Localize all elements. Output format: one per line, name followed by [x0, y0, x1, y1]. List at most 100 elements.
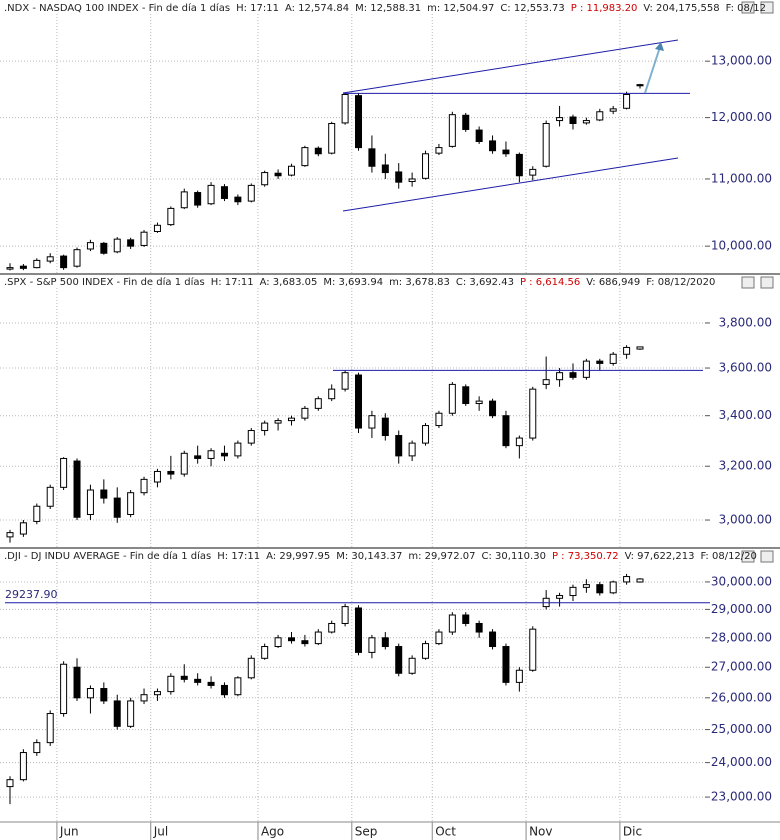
x-tick-label: Jun: [59, 825, 79, 839]
header-low: m: 29,972.07: [408, 551, 475, 562]
arrow-shaft: [644, 46, 661, 94]
candle-body: [261, 422, 269, 432]
candle-body: [6, 267, 14, 270]
candle-body: [368, 637, 376, 653]
arrow-head: [655, 42, 664, 51]
candle-body: [127, 492, 135, 515]
candle-body: [355, 607, 363, 653]
candle-body: [636, 84, 644, 87]
header-close: C: 30,110.30: [482, 551, 546, 562]
candle-body: [33, 259, 41, 269]
candle-body: [582, 584, 590, 588]
header-change: P : 11,983.20: [571, 3, 638, 14]
candle-body: [194, 455, 202, 459]
candle-body: [609, 353, 617, 364]
candle-body: [435, 412, 443, 427]
icon[interactable]: [741, 276, 755, 289]
header-volume: V: 97,622,213: [625, 551, 695, 562]
panel: .SPX - S&P 500 INDEX - Fin de día 1 días…: [0, 276, 772, 548]
x-tick-label: Dic: [623, 825, 642, 839]
panel-icons: [741, 1, 774, 563]
candle-body: [153, 224, 161, 232]
y-tick-label: 3,200.00: [719, 459, 772, 473]
candle-body: [515, 437, 523, 447]
candle-body: [381, 637, 389, 648]
candle-body: [60, 255, 68, 269]
x-tick-label: Sep: [355, 825, 378, 839]
header-close: C: 12,553.73: [500, 3, 564, 14]
channel-lower: [342, 157, 679, 212]
candle-body: [167, 207, 175, 226]
y-tick-label: 3,000.00: [719, 513, 772, 527]
candle-body: [515, 669, 523, 683]
header-open: A: 3,683.05: [260, 277, 318, 288]
header-volume: V: 204,175,558: [643, 3, 719, 14]
x-tick-label: Nov: [529, 825, 552, 839]
header-change: P : 6,614.56: [520, 277, 580, 288]
panel-header: .SPX - S&P 500 INDEX - Fin de día 1 días…: [4, 276, 715, 288]
candle-body: [489, 631, 497, 648]
candle-body: [502, 149, 510, 155]
candle-body: [113, 700, 121, 727]
candle-body: [556, 595, 564, 599]
candle-body: [462, 114, 470, 130]
candle-body: [301, 147, 309, 167]
candle-body: [462, 614, 470, 624]
candle-body: [220, 684, 228, 696]
candle-body: [368, 415, 376, 429]
candle-body: [609, 581, 617, 594]
candle-body: [435, 631, 443, 645]
icon[interactable]: [741, 1, 755, 14]
candle-body: [355, 374, 363, 429]
candle-body: [475, 129, 483, 143]
header-name: .DJI - DJ INDU AVERAGE - Fin de día 1 dí…: [4, 550, 211, 562]
candle-body: [448, 114, 456, 147]
candle-body: [542, 123, 550, 167]
x-tick-label: Jul: [153, 825, 168, 839]
header-change: P : 73,350.72: [552, 551, 619, 562]
header-high: M: 12,588.31: [355, 3, 421, 14]
candle-body: [274, 420, 282, 424]
icon[interactable]: [760, 1, 774, 14]
header-date: F: 08/12/2020: [646, 277, 715, 288]
y-tick-label: 13,000.00: [711, 54, 772, 68]
header-time: H: 17:11: [217, 551, 260, 562]
candle-body: [33, 505, 41, 522]
candle-body: [220, 186, 228, 199]
panel-header: .NDX - NASDAQ 100 INDEX - Fin de día 1 d…: [4, 2, 766, 14]
header-open: A: 29,997.95: [266, 551, 330, 562]
candles: [6, 83, 644, 271]
y-tick-label: 10,000.00: [711, 239, 772, 253]
candle-body: [46, 256, 54, 262]
candle-body: [100, 489, 108, 499]
candle-body: [60, 457, 68, 488]
candle-body: [46, 713, 54, 744]
candle-body: [328, 123, 336, 154]
candle-body: [395, 646, 403, 674]
candle-body: [194, 192, 202, 206]
header-time: H: 17:11: [211, 277, 254, 288]
candle-body: [247, 430, 255, 444]
icon[interactable]: [741, 550, 755, 563]
candle-body: [19, 522, 27, 535]
candle-body: [395, 171, 403, 183]
candle-body: [140, 694, 148, 702]
candle-body: [234, 442, 242, 457]
candle-body: [408, 657, 416, 674]
candle-body: [582, 120, 590, 124]
candle-body: [73, 460, 81, 518]
icon[interactable]: [760, 276, 774, 289]
candle-body: [502, 646, 510, 683]
candle-body: [220, 452, 228, 457]
y-tick-label: 3,800.00: [719, 315, 772, 329]
candle-body: [153, 691, 161, 696]
y-tick-label: 25,000.00: [711, 722, 772, 736]
header-low: m: 3,678.83: [389, 277, 450, 288]
candles: [6, 345, 644, 543]
icon[interactable]: [760, 550, 774, 563]
candle-body: [569, 586, 577, 597]
trend-channel: [342, 39, 679, 212]
candle-body: [341, 93, 349, 124]
